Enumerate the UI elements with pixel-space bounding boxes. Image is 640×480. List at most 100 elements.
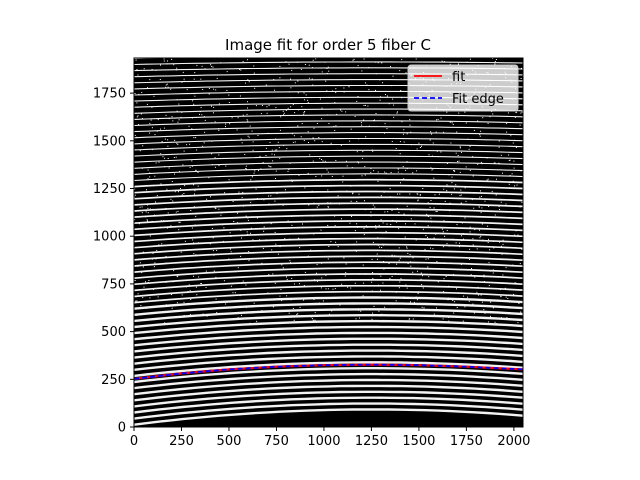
noise-dot [409, 318, 411, 320]
noise-dot [266, 112, 268, 114]
noise-dot [469, 226, 471, 228]
noise-dot [234, 292, 236, 294]
spectral-trace [134, 337, 523, 353]
noise-dot [364, 209, 366, 211]
noise-dot [455, 184, 457, 186]
noise-dot [236, 129, 238, 131]
noise-dot [272, 273, 274, 275]
noise-dot [502, 274, 504, 276]
noise-dot [379, 99, 381, 101]
noise-dot [307, 131, 309, 133]
noise-dot [267, 292, 269, 294]
x-tick-label: 1000 [307, 434, 340, 449]
noise-dot [289, 162, 291, 164]
noise-dot [445, 276, 447, 277]
noise-dot [493, 247, 495, 249]
noise-dot [137, 293, 139, 295]
spectral-trace [134, 178, 523, 188]
noise-dot [190, 210, 192, 211]
noise-dot [328, 256, 330, 258]
noise-dot [136, 69, 138, 70]
noise-dot [373, 305, 375, 307]
noise-dot [163, 58, 165, 60]
noise-dot [293, 319, 295, 321]
noise-dot [327, 202, 329, 204]
noise-dot [174, 250, 176, 252]
noise-dot [184, 240, 186, 242]
noise-dot [232, 292, 234, 294]
spectral-trace [134, 378, 523, 396]
spectral-trace [134, 114, 523, 120]
noise-dot [515, 247, 516, 249]
noise-dot [216, 249, 218, 251]
noise-dot [374, 119, 375, 121]
noise-dot [447, 299, 449, 301]
noise-dot [493, 162, 495, 164]
noise-dot [398, 211, 400, 213]
noise-dot [145, 216, 147, 218]
noise-dot [203, 142, 205, 144]
noise-dot [465, 166, 467, 168]
noise-dot [520, 78, 522, 79]
noise-dot [325, 80, 327, 82]
noise-dot [356, 241, 358, 243]
noise-dot [488, 238, 489, 240]
noise-dot [148, 280, 150, 281]
noise-dot [348, 85, 350, 87]
noise-dot [361, 70, 363, 72]
noise-dot [151, 149, 153, 151]
noise-dot [265, 239, 267, 241]
noise-dot [399, 257, 401, 259]
noise-dot [291, 181, 293, 182]
noise-dot [489, 249, 491, 251]
noise-dot [437, 118, 439, 120]
noise-dot [160, 220, 162, 222]
noise-dot [311, 215, 313, 217]
noise-dot [368, 67, 370, 69]
noise-dot [228, 102, 230, 103]
noise-dot [290, 262, 292, 264]
noise-dot [384, 171, 386, 173]
noise-dot [253, 172, 255, 174]
noise-dot [471, 268, 472, 269]
noise-dot [282, 204, 284, 206]
noise-dot [480, 161, 482, 163]
noise-dot [351, 215, 352, 217]
noise-dot [356, 151, 358, 153]
noise-dot [276, 144, 278, 146]
noise-dot [216, 312, 218, 314]
noise-dot [297, 313, 299, 315]
noise-dot [450, 142, 452, 144]
noise-dot [181, 111, 183, 113]
noise-dot [355, 250, 357, 252]
noise-dot [258, 170, 259, 172]
noise-dot [490, 301, 492, 303]
noise-dot [194, 224, 196, 226]
noise-dot [170, 88, 172, 90]
noise-dot [196, 294, 198, 296]
noise-dot [389, 277, 391, 279]
noise-dot [288, 91, 290, 93]
noise-dot [248, 251, 250, 253]
noise-dot [409, 193, 411, 195]
noise-dot [199, 111, 201, 113]
noise-dot [473, 129, 475, 131]
noise-dot [492, 269, 494, 271]
noise-dot [461, 222, 463, 224]
noise-dot [225, 165, 227, 167]
noise-dot [429, 206, 431, 208]
noise-dot [179, 221, 181, 223]
noise-dot [515, 282, 517, 284]
noise-dot [520, 311, 522, 313]
noise-dot [147, 178, 149, 180]
noise-dot [442, 231, 444, 233]
noise-dot [155, 258, 157, 260]
noise-dot [467, 138, 469, 140]
noise-dot [299, 79, 301, 81]
noise-dot [341, 283, 343, 285]
noise-dot [277, 141, 279, 143]
noise-dot [469, 169, 471, 171]
noise-dot [364, 200, 365, 202]
noise-dot [160, 281, 162, 283]
